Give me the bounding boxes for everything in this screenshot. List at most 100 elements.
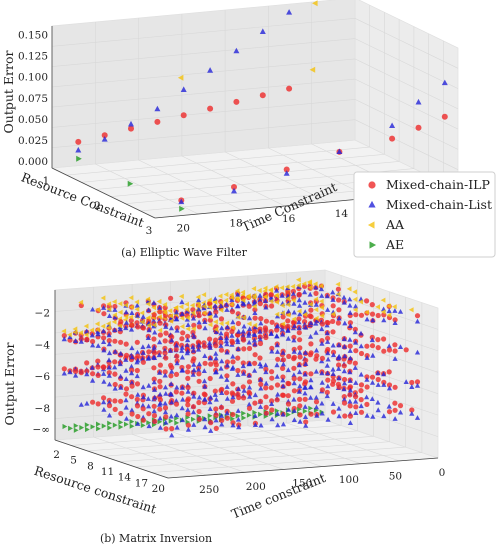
data-point-mixed-chain-list	[135, 421, 141, 426]
data-point-mixed-chain-list	[106, 412, 113, 418]
data-point-mixed-chain-list	[286, 9, 293, 15]
data-point-mixed-chain-ilp	[118, 410, 124, 417]
data-point-mixed-chain-ilp	[291, 365, 297, 371]
data-point-mixed-chain-list	[123, 309, 129, 315]
data-point-mixed-chain-list	[370, 414, 376, 419]
data-point-mixed-chain-list	[235, 346, 241, 352]
data-point-mixed-chain-list	[190, 348, 197, 353]
data-point-ae	[140, 422, 146, 428]
data-point-mixed-chain-ilp	[303, 357, 309, 363]
data-point-aa	[330, 311, 336, 317]
data-point-mixed-chain-ilp	[169, 426, 175, 432]
data-point-mixed-chain-ilp	[269, 303, 275, 309]
data-point-mixed-chain-list	[101, 399, 107, 405]
data-point-mixed-chain-list	[369, 380, 376, 385]
z-tick-label: 0.100	[18, 72, 48, 84]
data-point-mixed-chain-list	[191, 333, 197, 339]
data-point-mixed-chain-list	[308, 395, 314, 400]
data-point-mixed-chain-ilp	[358, 312, 365, 318]
data-point-aa	[268, 287, 274, 294]
data-point-mixed-chain-list	[219, 390, 225, 395]
grid-line	[51, 18, 356, 47]
data-point-mixed-chain-list	[347, 323, 353, 328]
data-point-mixed-chain-list	[240, 328, 246, 334]
data-point-mixed-chain-list	[246, 384, 253, 390]
data-point-mixed-chain-list	[224, 324, 230, 330]
data-point-mixed-chain-list	[347, 310, 353, 315]
data-point-mixed-chain-ilp	[308, 307, 314, 313]
data-point-mixed-chain-ilp	[207, 336, 213, 342]
data-point-mixed-chain-list	[252, 332, 258, 337]
data-point-mixed-chain-list	[129, 380, 135, 385]
data-point-mixed-chain-list	[381, 382, 387, 387]
data-point-mixed-chain-list	[140, 350, 146, 355]
data-point-aa	[307, 285, 313, 291]
data-point-mixed-chain-list	[291, 300, 297, 306]
data-point-mixed-chain-list	[218, 373, 224, 379]
data-point-mixed-chain-ilp	[118, 398, 124, 404]
data-point-mixed-chain-list	[112, 307, 118, 312]
data-point-mixed-chain-list	[330, 342, 336, 348]
data-point-mixed-chain-ilp	[230, 381, 236, 387]
data-point-mixed-chain-list	[285, 308, 292, 314]
data-point-mixed-chain-list	[275, 323, 281, 329]
data-point-mixed-chain-list	[291, 309, 297, 315]
data-point-mixed-chain-ilp	[112, 338, 118, 344]
z-tick-label: 0.000	[18, 156, 48, 168]
data-point-mixed-chain-ilp	[196, 408, 202, 415]
data-point-aa	[302, 311, 308, 318]
z-tick-label: −6	[35, 371, 51, 383]
data-point-aa	[173, 305, 179, 311]
y-tick-label: 0	[439, 467, 446, 479]
data-point-aa	[190, 310, 196, 316]
data-point-mixed-chain-ilp	[414, 379, 421, 385]
data-point-mixed-chain-list	[280, 383, 286, 389]
chart-b-ticks: 2 5 8 11 14 17 20 250 200 150 100 50 0 −2 −4 −6 −8 −∞	[32, 307, 445, 496]
data-point-mixed-chain-list	[75, 146, 82, 153]
data-point-mixed-chain-list	[123, 404, 129, 410]
data-point-aa	[318, 298, 324, 304]
data-point-aa	[358, 299, 363, 305]
data-point-mixed-chain-list	[341, 396, 347, 402]
data-point-mixed-chain-ilp	[168, 295, 174, 301]
data-point-mixed-chain-list	[347, 348, 353, 353]
data-point-mixed-chain-list	[213, 329, 219, 334]
data-point-mixed-chain-list	[313, 394, 319, 400]
data-point-mixed-chain-list	[262, 298, 269, 303]
data-point-mixed-chain-ilp	[386, 347, 393, 353]
data-point-mixed-chain-list	[157, 391, 163, 397]
legend-marker-ae	[369, 241, 377, 249]
data-point-mixed-chain-list	[291, 337, 297, 343]
data-point-mixed-chain-list	[123, 416, 130, 421]
legend-label: AA	[385, 217, 405, 232]
chart-a-caption: (a) Elliptic Wave Filter	[121, 246, 248, 259]
data-point-mixed-chain-ilp	[330, 318, 336, 324]
data-point-aa	[223, 297, 229, 303]
data-point-mixed-chain-list	[274, 342, 280, 348]
data-point-mixed-chain-list	[358, 371, 364, 377]
data-point-mixed-chain-list	[307, 291, 313, 297]
data-point-mixed-chain-list	[230, 353, 236, 359]
data-point-aa	[145, 301, 151, 307]
data-point-aa	[301, 281, 307, 287]
data-point-mixed-chain-list	[263, 369, 269, 375]
data-point-mixed-chain-list	[246, 401, 252, 407]
data-point-mixed-chain-list	[78, 402, 84, 407]
data-point-mixed-chain-ilp	[375, 345, 381, 351]
data-point-mixed-chain-list	[341, 294, 347, 300]
data-point-mixed-chain-ilp	[129, 367, 135, 373]
data-point-mixed-chain-list	[112, 327, 118, 333]
legend-label: Mixed-chain-List	[386, 197, 492, 212]
data-point-mixed-chain-ilp	[286, 381, 292, 387]
data-point-ae	[258, 411, 263, 417]
data-point-mixed-chain-list	[274, 411, 281, 416]
data-point-mixed-chain-list	[229, 332, 235, 338]
data-point-mixed-chain-list	[213, 417, 219, 423]
data-point-mixed-chain-list	[135, 357, 141, 363]
data-point-mixed-chain-ilp	[224, 373, 230, 379]
data-point-mixed-chain-list	[123, 397, 129, 403]
data-point-mixed-chain-list	[336, 366, 342, 371]
data-point-mixed-chain-list	[174, 360, 180, 366]
data-point-mixed-chain-list	[84, 400, 90, 406]
data-point-mixed-chain-ilp	[246, 405, 253, 411]
